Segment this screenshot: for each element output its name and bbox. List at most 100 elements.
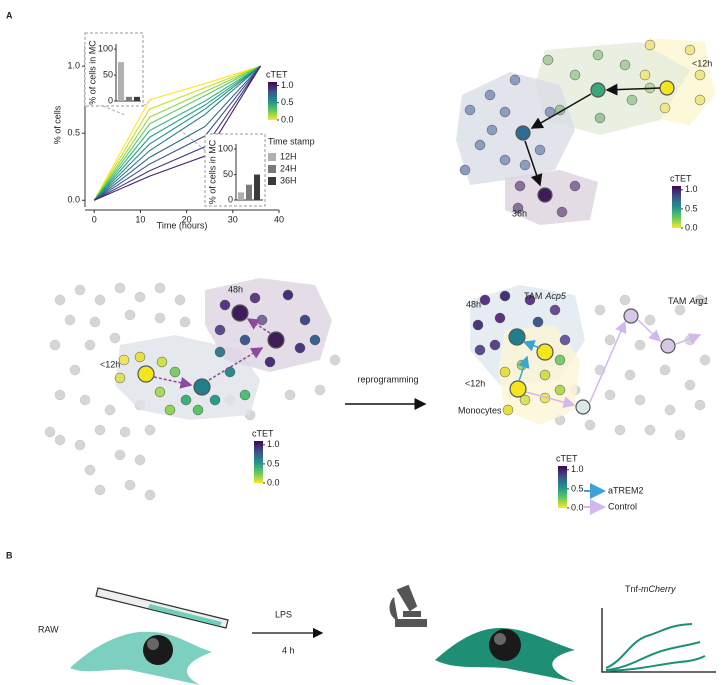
colorbar bbox=[254, 441, 263, 483]
node bbox=[134, 351, 146, 363]
legend-label: 36H bbox=[280, 175, 297, 185]
node bbox=[499, 366, 511, 378]
node bbox=[575, 399, 591, 415]
node bbox=[156, 356, 168, 368]
x-tick-label: 30 bbox=[228, 214, 238, 224]
colorbar-tick-label: 0.0 bbox=[685, 222, 698, 232]
line-series bbox=[93, 65, 261, 201]
node bbox=[554, 354, 566, 366]
cluster-hull bbox=[456, 72, 575, 185]
node bbox=[109, 332, 121, 344]
node bbox=[137, 365, 155, 383]
trajectory-arrow bbox=[525, 391, 576, 409]
node bbox=[674, 304, 686, 316]
trajectory-arrow bbox=[246, 318, 271, 334]
legend-label: Control bbox=[608, 501, 637, 511]
node bbox=[459, 164, 471, 176]
node bbox=[209, 394, 221, 406]
colorbar bbox=[672, 186, 681, 228]
node bbox=[314, 384, 326, 396]
node bbox=[154, 282, 166, 294]
x-tick-label: 40 bbox=[274, 214, 284, 224]
cell-raw bbox=[70, 631, 212, 685]
node bbox=[54, 434, 66, 446]
trajectory-arrow bbox=[637, 319, 662, 343]
panel-label: A bbox=[6, 10, 13, 20]
node bbox=[514, 180, 526, 192]
node bbox=[604, 334, 616, 346]
node bbox=[224, 366, 236, 378]
inset-frame bbox=[84, 32, 144, 107]
node bbox=[309, 334, 321, 346]
stage-label: 36h bbox=[512, 208, 527, 218]
node bbox=[192, 404, 204, 416]
line-series bbox=[93, 65, 261, 201]
colorbar-tick-label: 0.5 bbox=[281, 97, 294, 107]
node bbox=[89, 316, 101, 328]
trajectory-arrow bbox=[524, 140, 543, 187]
node bbox=[549, 304, 561, 316]
node bbox=[569, 69, 581, 81]
y-tick-label: 100 bbox=[98, 44, 113, 54]
node bbox=[684, 379, 696, 391]
node bbox=[74, 284, 86, 296]
node bbox=[164, 404, 176, 416]
nucleus bbox=[489, 629, 521, 661]
node bbox=[219, 299, 231, 311]
node bbox=[644, 424, 656, 436]
node bbox=[519, 159, 531, 171]
node bbox=[614, 424, 626, 436]
node bbox=[626, 94, 638, 106]
legend-label: 12H bbox=[280, 151, 297, 161]
node bbox=[84, 464, 96, 476]
x-axis-label: Time (hours) bbox=[157, 220, 208, 230]
node bbox=[479, 294, 491, 306]
plot-icon-line bbox=[605, 623, 693, 669]
node bbox=[537, 187, 553, 203]
node bbox=[231, 304, 249, 322]
stage-label: <12h bbox=[692, 58, 712, 68]
node bbox=[124, 309, 136, 321]
y-tick-label: 50 bbox=[103, 69, 113, 79]
trajectory-arrow bbox=[522, 340, 541, 352]
stage-label: <12h bbox=[465, 378, 485, 388]
node bbox=[489, 339, 501, 351]
node bbox=[134, 291, 146, 303]
node bbox=[144, 489, 156, 501]
node bbox=[64, 314, 76, 326]
legend-swatch bbox=[268, 153, 276, 161]
node bbox=[619, 59, 631, 71]
cluster-label-part: TAM bbox=[668, 296, 686, 306]
colorbar-tick-label: 0.0 bbox=[281, 114, 294, 124]
node bbox=[684, 44, 696, 56]
line-series bbox=[93, 65, 261, 201]
node bbox=[539, 369, 551, 381]
plot-icon-line bbox=[605, 655, 706, 672]
y-tick-label: 0.0 bbox=[67, 195, 80, 205]
node bbox=[79, 394, 91, 406]
node bbox=[267, 331, 285, 349]
y-axis-label: % of cells in MC bbox=[207, 139, 217, 204]
node bbox=[534, 144, 546, 156]
node bbox=[472, 319, 484, 331]
legend-swatch bbox=[268, 177, 276, 185]
node bbox=[282, 289, 294, 301]
node bbox=[532, 316, 544, 328]
colorbar bbox=[558, 466, 567, 508]
y-tick-label: 100 bbox=[218, 143, 233, 153]
cluster-hull bbox=[498, 325, 580, 425]
node bbox=[556, 206, 568, 218]
bar bbox=[134, 96, 140, 101]
node bbox=[74, 439, 86, 451]
node bbox=[484, 89, 496, 101]
colorbar-tick-label: 0.0 bbox=[571, 502, 584, 512]
colorbar-title: cTET bbox=[556, 453, 578, 463]
node bbox=[180, 394, 192, 406]
node bbox=[154, 312, 166, 324]
y-axis-label: % of cells in MC bbox=[87, 40, 97, 105]
bar bbox=[254, 174, 260, 200]
transition-label: reprogramming bbox=[357, 374, 418, 384]
node bbox=[659, 102, 671, 114]
colorbar bbox=[268, 82, 277, 120]
reporter-label-part: Tnf bbox=[625, 584, 639, 594]
